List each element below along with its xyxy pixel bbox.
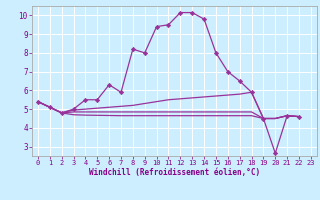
X-axis label: Windchill (Refroidissement éolien,°C): Windchill (Refroidissement éolien,°C) [89,168,260,177]
